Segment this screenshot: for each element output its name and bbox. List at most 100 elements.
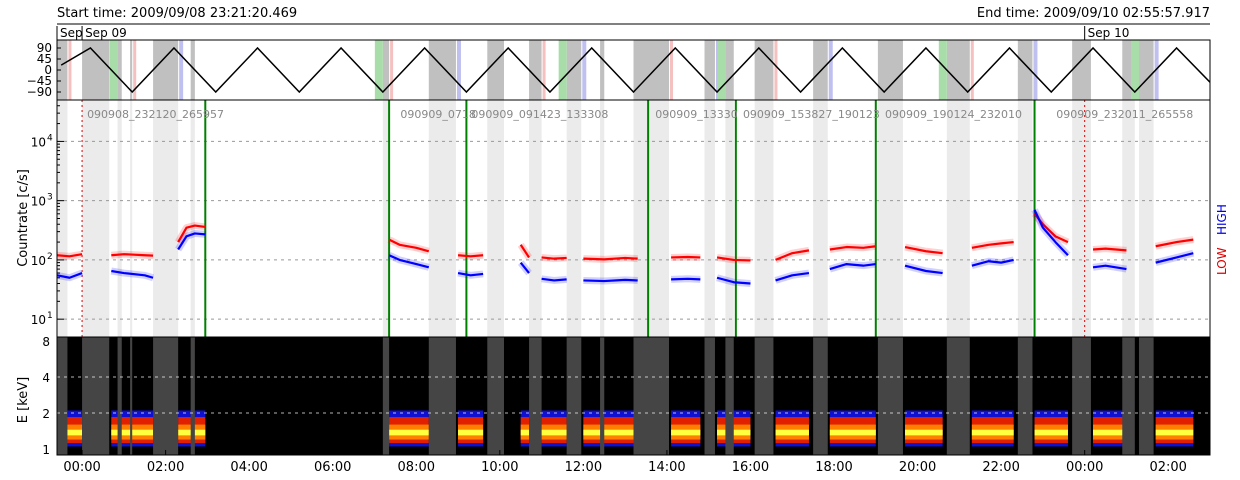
observation-label: 090909_091423_133308 (471, 108, 608, 121)
observation-label: 090909_0718 (400, 108, 476, 121)
spectrum-band-yellow (458, 429, 484, 436)
series-line-low (829, 245, 876, 251)
countrate-gap (487, 100, 504, 337)
series-line-low (716, 256, 751, 262)
series-line-high (904, 264, 943, 275)
attitude-green-band (1130, 40, 1139, 100)
countrate-markers (81, 100, 1086, 337)
attitude-pink-band (542, 40, 546, 100)
series-line-low (177, 224, 206, 243)
attitude-tick-label: 0 (44, 63, 52, 77)
spectrogram-gap (529, 337, 542, 455)
spectrogram-tick-label: 2 (42, 407, 50, 421)
countrate-grid (57, 140, 1210, 320)
spectrogram-gap (600, 337, 605, 455)
series-line-low (775, 249, 810, 261)
series-line-high (716, 276, 751, 285)
legend-high: HIGH (1215, 204, 1229, 235)
date-label: Sep 10 (1088, 26, 1130, 40)
series-line-high (388, 254, 430, 269)
series-line-high (519, 261, 530, 274)
series-line-high (829, 262, 876, 271)
countrate-series (57, 208, 1195, 287)
attitude-shade (600, 40, 605, 100)
series-line-low (583, 256, 638, 261)
legend-low: LOW (1215, 247, 1229, 275)
countrate-gap (725, 100, 734, 337)
observation-label: 090908_232120_265957 (87, 108, 224, 121)
countrate-gap (382, 100, 390, 337)
spectrogram-gaps (57, 337, 1154, 455)
attitude-green-band (717, 40, 726, 100)
spectrogram-frame (56, 336, 1211, 456)
attitude-green-band (558, 40, 567, 100)
spectrogram-gap (57, 337, 68, 455)
spectrogram-gap (153, 337, 179, 455)
spectrogram-gap (82, 337, 110, 455)
countrate-gap (428, 100, 456, 337)
spectrogram-gap (117, 337, 122, 455)
spectrogram-gap (725, 337, 734, 455)
countrate-panel: 090908_232120_265957 090909_0718090909_09… (16, 99, 1229, 338)
date-labels: Sep Sep 09 Sep 10 (56, 26, 1130, 40)
observation-labels: 090908_232120_265957 090909_0718090909_09… (87, 108, 1193, 121)
countrate-gap (877, 100, 903, 337)
attitude-shade (566, 40, 582, 100)
attitude-shade (704, 40, 715, 100)
spectrum-band-yellow (971, 429, 1014, 436)
attitude-shade (1017, 40, 1033, 100)
series-line-low (904, 245, 943, 255)
series-line-low (1092, 247, 1127, 252)
spectrogram-gap (382, 337, 390, 455)
attitude-shade (754, 40, 774, 100)
spectrogram-tick-label: 4 (42, 371, 50, 385)
spectrogram-y-ticks: 8 4 2 1 (42, 335, 50, 457)
attitude-shade (877, 40, 903, 100)
time-axis-labels: 00:00 02:00 04:00 06:00 08:00 10:00 12:00 14:00… (63, 450, 1187, 475)
spectrogram-gap (1072, 337, 1091, 455)
countrate-gap (1017, 100, 1033, 337)
spectrogram-gap (877, 337, 903, 455)
attitude-shade (82, 40, 110, 100)
countrate-gap (566, 100, 582, 337)
spectrum-band-yellow (520, 429, 530, 436)
time-label: 08:00 (398, 460, 435, 475)
spectrum-band-yellow (829, 429, 876, 436)
attitude-pink-band (670, 40, 674, 100)
time-label: 14:00 (648, 460, 685, 475)
countrate-tick-label: 10 (31, 195, 46, 209)
attitude-tick-label: −45 (27, 74, 52, 88)
countrate-gap (190, 100, 195, 337)
spectrogram-gap (754, 337, 774, 455)
attitude-blue-band (456, 40, 461, 100)
attitude-tick-label: 90 (37, 41, 52, 55)
series-line-high (177, 232, 206, 251)
attitude-shade (487, 40, 504, 100)
spectrogram-panel: 8 4 2 1 E [keV] 00:00 02:00 04:00 06:00 08:00 10… (16, 335, 1211, 475)
attitude-shade (130, 40, 133, 100)
date-label: Sep 09 (85, 26, 127, 40)
spectrogram-gap (190, 337, 195, 455)
spectrum-band-yellow (1034, 429, 1068, 436)
countrate-gap (704, 100, 715, 337)
attitude-pink-band (133, 40, 137, 100)
spectrum-band-yellow (775, 429, 809, 436)
spectrogram-gap (487, 337, 504, 455)
countrate-tick-exponent: 4 (47, 133, 53, 143)
spectrogram-gap (1017, 337, 1033, 455)
spectrogram-grid (57, 376, 1210, 414)
attitude-tick-label: 45 (37, 52, 52, 66)
spectrogram-ylabel: E [keV] (16, 377, 31, 423)
spectrogram-tick-label: 1 (42, 443, 50, 457)
attitude-tick-label: −90 (27, 85, 52, 99)
series-line-high (1033, 209, 1069, 256)
attitude-green-band (938, 40, 947, 100)
attitude-shade (382, 40, 390, 100)
countrate-gap (117, 100, 122, 337)
series-line-high (1092, 264, 1127, 271)
attitude-blue-band (582, 40, 587, 100)
attitude-line (60, 46, 1210, 94)
